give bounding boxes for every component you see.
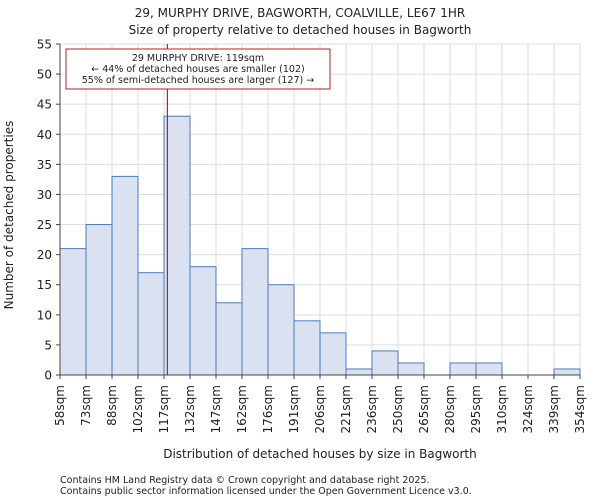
x-tick-label: 132sqm — [183, 385, 197, 433]
x-tick-label: 324sqm — [521, 385, 535, 433]
histogram-bar — [371, 350, 399, 376]
x-tick-label: 236sqm — [365, 385, 379, 433]
annotation-border — [65, 48, 331, 90]
chart-subtitle: Size of property relative to detached ho… — [129, 23, 472, 37]
x-tick-label: 162sqm — [235, 385, 249, 433]
y-tick-label: 50 — [37, 68, 52, 82]
footer-line-1: Contains HM Land Registry data © Crown c… — [60, 475, 430, 486]
x-tick-label: 221sqm — [339, 385, 353, 433]
x-tick-label: 280sqm — [443, 385, 457, 433]
annotation-line-3: 55% of semi-detached houses are larger (… — [82, 75, 315, 86]
y-tick-label: 20 — [37, 248, 52, 262]
y-tick-label: 40 — [37, 128, 52, 142]
x-tick-label: 339sqm — [547, 385, 561, 433]
x-tick-label: 176sqm — [261, 385, 275, 433]
y-tick-label: 55 — [37, 38, 52, 52]
y-tick-label: 0 — [44, 369, 52, 383]
y-axis-label: Number of detached properties — [2, 121, 16, 310]
x-tick-label: 117sqm — [157, 385, 171, 433]
histogram-bar — [319, 332, 347, 376]
x-tick-label: 191sqm — [287, 385, 301, 433]
x-tick-label: 73sqm — [79, 385, 93, 426]
x-tick-label: 250sqm — [391, 385, 405, 433]
annotation-box: 29 MURPHY DRIVE: 119sqm ← 44% of detache… — [65, 48, 331, 90]
histogram-bar — [397, 362, 425, 376]
y-tick-label: 35 — [37, 158, 52, 172]
footer-line-2: Contains public sector information licen… — [60, 486, 472, 497]
x-axis-label: Distribution of detached houses by size … — [163, 447, 477, 461]
histogram-bar — [553, 368, 581, 376]
histogram-bar — [293, 320, 321, 376]
chart-title: 29, MURPHY DRIVE, BAGWORTH, COALVILLE, L… — [135, 6, 465, 20]
x-tick-label: 310sqm — [495, 385, 509, 433]
histogram-bar — [241, 248, 269, 376]
x-tick-label: 265sqm — [417, 385, 431, 433]
x-tick-label: 88sqm — [105, 385, 119, 426]
histogram-bar — [137, 272, 165, 376]
x-tick-label: 147sqm — [209, 385, 223, 433]
x-tick-label: 206sqm — [313, 385, 327, 433]
histogram-bar — [215, 302, 243, 376]
annotation-line-2: ← 44% of detached houses are smaller (10… — [91, 64, 304, 75]
bar-layer — [59, 115, 581, 376]
y-tick-label: 25 — [37, 218, 52, 232]
histogram-bar — [163, 115, 191, 376]
histogram-bar — [59, 248, 87, 376]
x-tick-label: 295sqm — [469, 385, 483, 433]
y-tick-label: 10 — [37, 308, 52, 322]
y-tick-label: 15 — [37, 278, 52, 292]
histogram-bar — [85, 224, 113, 376]
y-tick-label: 5 — [44, 338, 52, 352]
x-tick-label: 354sqm — [573, 385, 587, 433]
histogram-bar — [449, 362, 477, 376]
histogram-bar — [111, 175, 139, 376]
x-tick-label: 58sqm — [53, 385, 67, 426]
histogram-bar — [189, 266, 217, 376]
axis-layer: 0 5 10 15 20 25 30 35 40 45 50 55 58sqm 73sqm 88sqm 102… — [37, 38, 587, 434]
histogram-bar — [475, 362, 503, 376]
y-tick-label: 45 — [37, 98, 52, 112]
histogram-bar — [267, 284, 295, 376]
y-tick-label: 30 — [37, 188, 52, 202]
x-tick-label: 102sqm — [131, 385, 145, 433]
histogram-bar — [345, 368, 373, 376]
annotation-line-1: 29 MURPHY DRIVE: 119sqm — [132, 53, 264, 64]
